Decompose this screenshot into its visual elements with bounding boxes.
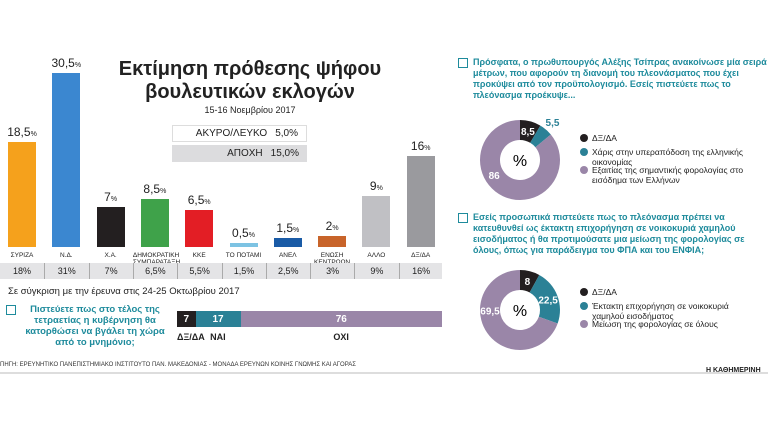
slice-label: 5,5 [546,118,560,129]
data-label: 8,5% [143,181,167,196]
legend-swatch [580,166,588,174]
invalid-row: ΑΚΥΡΟ/ΛΕΥΚΟ 5,0% [172,125,307,142]
bar-7 [318,235,347,247]
slice-label: 8 [525,277,531,288]
bar-5 [229,243,258,247]
donut-slice [530,125,551,148]
stack-label: ΔΞ/ΔΑ [177,332,205,342]
previous-value: 7% [88,263,133,279]
legend-swatch [580,320,588,328]
legend-item: Εξαιτίας της σημαντικής φορολογίας στο ε… [580,165,760,185]
stack-label: ΟΧΙ [333,332,349,342]
data-label: 18,5% [7,124,37,139]
legend-item: Μείωση της φορολογίας σε όλους [580,319,760,329]
category-label: ΤΟ ΠΟΤΑΜΙ [225,252,262,259]
slice-label: 22,5 [538,295,558,306]
donut-slice [529,274,561,324]
question-surplus-origin: Πρόσφατα, ο πρωθυπουργός Αλέξης Τσίπρας … [473,57,767,100]
donut-slice [520,270,540,293]
slice-label: 86 [489,171,501,182]
checkbox-icon [458,58,468,68]
category-label: ΕΝΩΣΗ ΚΕΝΤΡΩΩΝ [314,252,350,266]
category-label: ΑΝΕΛ [278,252,297,259]
legend-label: ΔΞ/ΔΑ [592,287,617,297]
data-label: 6,5% [187,192,211,207]
data-label: 9% [369,178,383,193]
data-label: 1,5% [276,221,300,236]
data-label: 7% [104,190,118,205]
previous-value: 16% [398,263,443,279]
bar-2 [96,207,125,247]
bar-4 [185,209,214,247]
stack-segment: 7 [177,311,196,327]
bar-9 [406,155,435,247]
previous-value: 18% [12,266,31,276]
bar-8 [362,195,391,247]
compare-note: Σε σύγκριση με την έρευνα στις 24-25 Οκτ… [8,286,240,297]
donut-slice [520,120,541,143]
checkbox-icon [458,213,468,223]
donut-slice [480,120,561,200]
slice-label: 69,5 [480,306,500,317]
bar-0 [8,141,36,247]
previous-value: 1,5% [221,263,266,279]
data-label: 0,5% [232,226,255,240]
category-label: ΑΛΛΟ [367,252,386,259]
previous-value: 2,5% [265,263,310,279]
category-label: ΔΗΜΟΚΡΑΤΙΚΗ ΣΥΜΠΑΡΑΤΑΞΗ [132,252,180,266]
legend-label: ΔΞ/ΔΑ [592,133,617,143]
legend-item: ΔΞ/ΔΑ [580,287,760,297]
legend-label: Έκτακτη επιχορήγηση σε νοικοκυριά χαμηλο… [592,301,729,321]
data-label: 2% [325,218,339,233]
category-label: ΣΥΡΙΖΑ [10,252,34,259]
slice-label: 8,5 [521,127,535,138]
stack-segment: 76 [240,311,442,327]
bar-6 [273,238,302,247]
data-label: 16% [410,138,431,153]
previous-survey-row [0,263,442,279]
previous-value: 6,5% [132,263,177,279]
previous-value: 3% [310,263,354,279]
center-label: % [513,303,527,320]
stack-segment: 17 [195,311,241,327]
checkbox-icon [6,305,16,315]
legend-swatch [580,148,588,156]
stack-label: ΝΑΙ [210,332,226,342]
abstain-row: ΑΠΟΧΗ 15,0% [172,145,307,162]
data-label: 30,5% [51,56,82,71]
legend-swatch [580,288,588,296]
divider [0,372,768,374]
legend-swatch [580,134,588,142]
category-label: Χ.Α. [104,252,117,259]
legend-swatch [580,302,588,310]
category-label: Ν.Δ. [59,252,73,259]
question-surplus-use: Εσείς προσωπικά πιστεύετε πως το πλεόνασ… [473,212,745,255]
legend-item: Χάρις στην υπεραπόδοση της ελληνικής οικ… [580,147,760,167]
legend-item: Έκτακτη επιχορήγηση σε νοικοκυριά χαμηλο… [580,301,760,321]
legend-item: ΔΞ/ΔΑ [580,133,760,143]
bar-1 [52,73,81,247]
bar-3 [140,198,169,247]
donut-slice [480,270,558,350]
source-note: ΠΗΓΗ: ΕΡΕΥΝΗΤΙΚΟ ΠΑΝΕΠΙΣΤΗΜΙΑΚΟ ΙΝΣΤΙΤΟΥ… [0,362,356,368]
stacked-bar: 7 17 76 [177,311,442,327]
chart-subtitle: 15-16 Νοεμβρίου 2017 [204,105,296,115]
center-label: % [513,153,527,170]
question-memorandum: Πιστεύετε πως στο τέλος της τετραετίας η… [25,304,165,348]
previous-value: 31% [44,263,88,279]
category-label: ΚΚΕ [192,252,206,259]
legend-label: Μείωση της φορολογίας σε όλους [592,319,718,329]
previous-value: 9% [354,263,398,279]
chart-title: Εκτίμηση πρόθεσης ψήφου βουλευτικών εκλογ… [118,58,382,103]
legend-label: Χάρις στην υπεραπόδοση της ελληνικής οικ… [592,147,743,167]
category-label: ΔΞ/ΔΑ [411,252,431,259]
brand-logo: Η ΚΑΘΗΜΕΡΙΝΗ [706,367,761,374]
previous-value: 5,5% [177,263,221,279]
legend-label: Εξαιτίας της σημαντικής φορολογίας στο ε… [592,165,744,185]
